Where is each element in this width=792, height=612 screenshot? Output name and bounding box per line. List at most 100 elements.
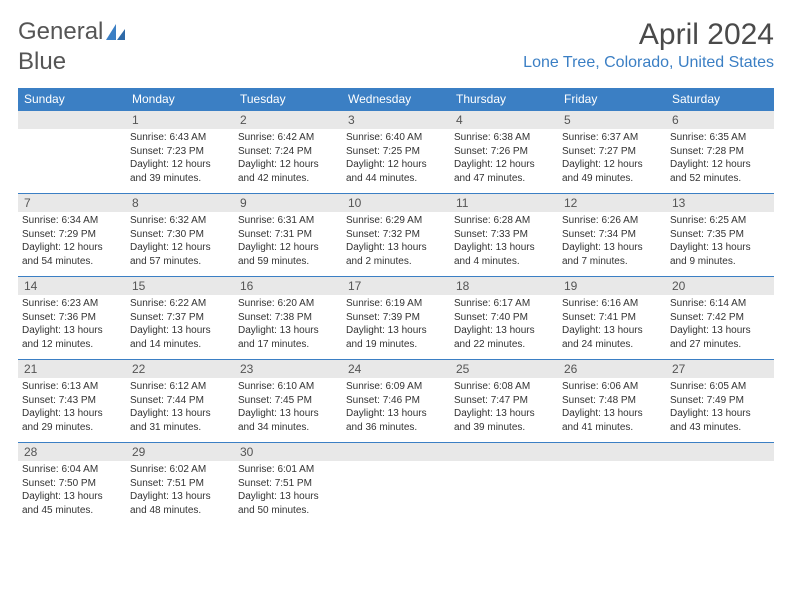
day-number: 6 [666,111,774,129]
day-detail-line: Sunset: 7:25 PM [346,145,446,159]
day-detail-line: Sunrise: 6:10 AM [238,380,338,394]
day-detail-line: Sunset: 7:23 PM [130,145,230,159]
weekday-header: SundayMondayTuesdayWednesdayThursdayFrid… [18,88,774,111]
weekday-header-cell: Monday [126,88,234,111]
day-detail-line: Daylight: 13 hours [130,490,230,504]
weekday-header-cell: Saturday [666,88,774,111]
day-detail-line: Sunrise: 6:14 AM [670,297,770,311]
day-detail-line: and 7 minutes. [562,255,662,269]
day-detail-line: Sunrise: 6:08 AM [454,380,554,394]
day-detail-line: Sunrise: 6:05 AM [670,380,770,394]
day-detail: Sunrise: 6:09 AMSunset: 7:46 PMDaylight:… [342,378,450,442]
day-detail-line: Daylight: 13 hours [130,324,230,338]
day-detail-line: and 2 minutes. [346,255,446,269]
day-detail-line: and 19 minutes. [346,338,446,352]
day-detail [450,461,558,521]
day-detail-line: and 44 minutes. [346,172,446,186]
day-detail: Sunrise: 6:17 AMSunset: 7:40 PMDaylight:… [450,295,558,359]
day-detail-line: Sunrise: 6:04 AM [22,463,122,477]
day-detail-line: Daylight: 13 hours [346,407,446,421]
day-detail: Sunrise: 6:02 AMSunset: 7:51 PMDaylight:… [126,461,234,525]
day-detail-line: Sunrise: 6:25 AM [670,214,770,228]
day-detail-line: Sunset: 7:36 PM [22,311,122,325]
day-detail-line: and 12 minutes. [22,338,122,352]
calendar-day-cell: 28Sunrise: 6:04 AMSunset: 7:50 PMDayligh… [18,443,126,526]
day-number: 11 [450,194,558,212]
day-detail: Sunrise: 6:26 AMSunset: 7:34 PMDaylight:… [558,212,666,276]
day-detail-line: Sunrise: 6:06 AM [562,380,662,394]
day-detail [558,461,666,521]
sail-icon [105,22,127,42]
day-number [450,443,558,461]
calendar-day-cell: 20Sunrise: 6:14 AMSunset: 7:42 PMDayligh… [666,277,774,360]
day-detail-line: Sunrise: 6:22 AM [130,297,230,311]
day-detail: Sunrise: 6:12 AMSunset: 7:44 PMDaylight:… [126,378,234,442]
day-detail: Sunrise: 6:06 AMSunset: 7:48 PMDaylight:… [558,378,666,442]
day-detail-line: Sunset: 7:27 PM [562,145,662,159]
day-detail-line: Sunrise: 6:42 AM [238,131,338,145]
calendar-day-cell: 1Sunrise: 6:43 AMSunset: 7:23 PMDaylight… [126,111,234,194]
day-number: 2 [234,111,342,129]
calendar-day-cell: 10Sunrise: 6:29 AMSunset: 7:32 PMDayligh… [342,194,450,277]
day-detail-line: and 36 minutes. [346,421,446,435]
day-detail-line: and 42 minutes. [238,172,338,186]
day-detail-line: Sunset: 7:50 PM [22,477,122,491]
day-detail-line: Sunrise: 6:16 AM [562,297,662,311]
day-detail-line: Daylight: 13 hours [670,324,770,338]
day-detail-line: Sunrise: 6:19 AM [346,297,446,311]
day-detail-line: Daylight: 13 hours [238,407,338,421]
day-detail-line: Daylight: 12 hours [238,241,338,255]
day-detail-line: Sunrise: 6:13 AM [22,380,122,394]
day-number: 29 [126,443,234,461]
day-detail-line: Sunrise: 6:38 AM [454,131,554,145]
day-detail-line: and 59 minutes. [238,255,338,269]
day-detail-line: and 49 minutes. [562,172,662,186]
calendar-day-cell [558,443,666,526]
day-number: 9 [234,194,342,212]
day-detail-line: and 54 minutes. [22,255,122,269]
day-detail: Sunrise: 6:20 AMSunset: 7:38 PMDaylight:… [234,295,342,359]
day-number: 8 [126,194,234,212]
day-number: 18 [450,277,558,295]
calendar-day-cell: 13Sunrise: 6:25 AMSunset: 7:35 PMDayligh… [666,194,774,277]
day-detail-line: and 4 minutes. [454,255,554,269]
day-detail-line: Sunrise: 6:34 AM [22,214,122,228]
day-detail-line: and 52 minutes. [670,172,770,186]
day-detail-line: and 27 minutes. [670,338,770,352]
day-number: 27 [666,360,774,378]
calendar-day-cell: 5Sunrise: 6:37 AMSunset: 7:27 PMDaylight… [558,111,666,194]
day-detail-line: Daylight: 13 hours [22,324,122,338]
day-detail-line: Sunset: 7:48 PM [562,394,662,408]
day-detail-line: Sunset: 7:38 PM [238,311,338,325]
day-detail: Sunrise: 6:08 AMSunset: 7:47 PMDaylight:… [450,378,558,442]
day-detail-line: Sunset: 7:28 PM [670,145,770,159]
calendar-day-cell: 24Sunrise: 6:09 AMSunset: 7:46 PMDayligh… [342,360,450,443]
day-detail: Sunrise: 6:19 AMSunset: 7:39 PMDaylight:… [342,295,450,359]
brand-part1: General [18,18,103,46]
calendar-day-cell: 19Sunrise: 6:16 AMSunset: 7:41 PMDayligh… [558,277,666,360]
day-detail-line: Daylight: 13 hours [670,407,770,421]
weekday-header-cell: Thursday [450,88,558,111]
day-detail-line: Daylight: 13 hours [454,241,554,255]
day-detail: Sunrise: 6:13 AMSunset: 7:43 PMDaylight:… [18,378,126,442]
day-number: 12 [558,194,666,212]
calendar-day-cell: 4Sunrise: 6:38 AMSunset: 7:26 PMDaylight… [450,111,558,194]
calendar-page: General April 2024 Lone Tree, Colorado, … [0,0,792,525]
day-detail-line: Sunset: 7:43 PM [22,394,122,408]
day-detail-line: Daylight: 13 hours [562,324,662,338]
day-number: 4 [450,111,558,129]
day-detail-line: Sunrise: 6:17 AM [454,297,554,311]
day-detail-line: and 31 minutes. [130,421,230,435]
day-number: 20 [666,277,774,295]
day-detail-line: Sunset: 7:39 PM [346,311,446,325]
calendar-day-cell: 8Sunrise: 6:32 AMSunset: 7:30 PMDaylight… [126,194,234,277]
day-number: 5 [558,111,666,129]
day-detail-line: Sunset: 7:51 PM [130,477,230,491]
day-detail-line: and 9 minutes. [670,255,770,269]
day-detail: Sunrise: 6:29 AMSunset: 7:32 PMDaylight:… [342,212,450,276]
calendar-body: 1Sunrise: 6:43 AMSunset: 7:23 PMDaylight… [18,111,774,526]
day-detail-line: and 22 minutes. [454,338,554,352]
day-number: 30 [234,443,342,461]
day-detail-line: Sunset: 7:26 PM [454,145,554,159]
calendar-day-cell: 30Sunrise: 6:01 AMSunset: 7:51 PMDayligh… [234,443,342,526]
